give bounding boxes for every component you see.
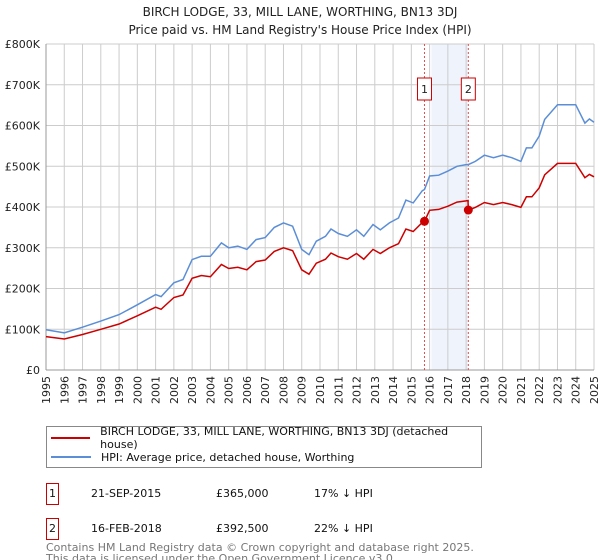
x-tick-label: 2005: [223, 376, 236, 404]
transaction-date: 21-SEP-2015: [91, 487, 162, 500]
footer-licence: This data is licensed under the Open Gov…: [46, 552, 397, 560]
x-tick-label: 2014: [387, 376, 400, 404]
hpi-line: [45, 103, 595, 334]
x-tick-label: 2012: [351, 376, 364, 404]
x-tick-label: 2023: [551, 376, 564, 404]
x-tick-label: 2024: [570, 376, 583, 404]
x-tick-label: 2017: [442, 376, 455, 404]
legend-label-property: BIRCH LODGE, 33, MILL LANE, WORTHING, BN…: [100, 425, 449, 451]
property-price-line: [45, 162, 595, 340]
x-tick-label: 2021: [515, 376, 528, 404]
x-tick-label: 1995: [40, 376, 53, 404]
transaction-delta: 22% ↓ HPI: [314, 522, 373, 535]
x-tick-label: 2000: [131, 376, 144, 404]
legend-swatch-blue: [51, 456, 91, 458]
x-tick-label: 2016: [424, 376, 437, 404]
y-tick-label: £0: [26, 364, 40, 377]
footer-copyright: Contains HM Land Registry data © Crown c…: [46, 541, 474, 554]
transaction-delta: 17% ↓ HPI: [314, 487, 373, 500]
y-tick-label: £800K: [5, 38, 41, 51]
x-tick-label: 2004: [204, 376, 217, 404]
legend-item-property: BIRCH LODGE, 33, MILL LANE, WORTHING, BN…: [51, 425, 481, 451]
x-tick-label: 2011: [332, 376, 345, 404]
sale-badge-label: 2: [465, 83, 472, 96]
y-tick-label: £100K: [5, 323, 41, 336]
x-tick-label: 2015: [405, 376, 418, 404]
x-tick-label: 2007: [259, 376, 272, 404]
sale-badge-box: [416, 77, 432, 101]
transaction-badge: 2: [46, 518, 59, 540]
price-chart: 1995 1996 1997 1998 1999 2000 2001 2002 2003 2004…: [5, 38, 600, 404]
transaction-date: 16-FEB-2018: [91, 522, 162, 535]
x-tick-label: 2001: [150, 376, 163, 404]
sale-point: [463, 205, 473, 215]
x-tick-label: 2013: [369, 376, 382, 404]
y-tick-label: £400K: [5, 201, 41, 214]
y-tick-label: £600K: [5, 120, 41, 133]
x-tick-label: 2022: [533, 376, 546, 404]
sale-badge: 2: [460, 77, 476, 101]
y-tick-label: £700K: [5, 79, 41, 92]
chart-subtitle: Price paid vs. HM Land Registry's House …: [128, 23, 472, 37]
x-tick-label: 2002: [168, 376, 181, 404]
x-tick-label: 2003: [186, 376, 199, 404]
x-tick-label: 1999: [113, 376, 126, 404]
x-tick-label: 2009: [296, 376, 309, 404]
legend-swatch-red: [51, 437, 91, 439]
y-tick-label: £500K: [5, 160, 41, 173]
sale-point: [419, 216, 429, 226]
chart-title: BIRCH LODGE, 33, MILL LANE, WORTHING, BN…: [142, 5, 458, 19]
y-tick-label: £200K: [5, 283, 41, 296]
transaction-price: £392,500: [216, 522, 269, 535]
sale-badge-box: [460, 77, 476, 101]
legend: BIRCH LODGE, 33, MILL LANE, WORTHING, BN…: [46, 425, 482, 468]
x-tick-label: 2010: [314, 376, 327, 404]
x-tick-label: 1997: [77, 376, 90, 404]
transaction-price: £365,000: [216, 487, 269, 500]
x-tick-label: 2020: [497, 376, 510, 404]
transaction-badge: 1: [46, 483, 59, 505]
sale-badge: 1: [416, 77, 432, 101]
x-tick-label: 2006: [241, 376, 254, 404]
legend-item-hpi: HPI: Average price, detached house, Wort…: [51, 448, 354, 466]
x-tick-label: 2025: [588, 376, 600, 404]
x-tick-label: 1998: [95, 376, 108, 404]
legend-label-hpi: HPI: Average price, detached house, Wort…: [101, 450, 355, 464]
x-tick-label: 1996: [58, 376, 71, 404]
sale-badge-label: 1: [421, 83, 428, 96]
x-tick-label: 2019: [478, 376, 491, 404]
x-tick-label: 2018: [460, 376, 473, 404]
y-tick-label: £300K: [5, 242, 41, 255]
x-tick-label: 2008: [277, 376, 290, 404]
